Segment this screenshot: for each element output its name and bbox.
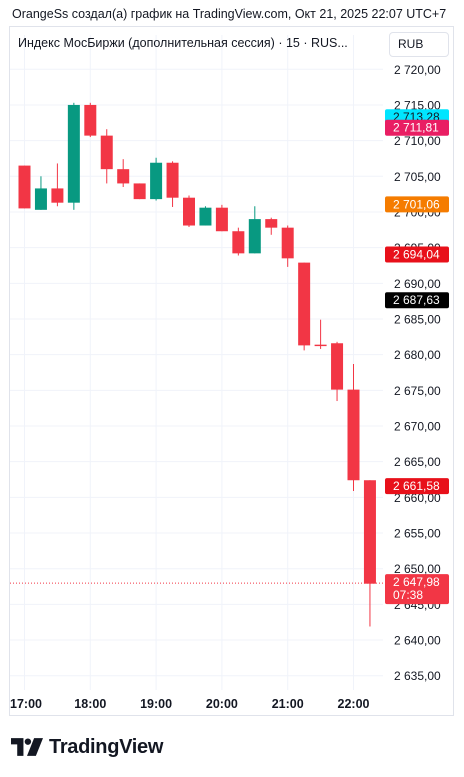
price-tick-label: 2 720,00 xyxy=(394,63,441,77)
price-label: 2 711,81 xyxy=(385,119,449,136)
candle-body xyxy=(51,188,64,203)
price-tick-label: 2 715,00 xyxy=(394,98,441,112)
price-tick-label: 2 640,00 xyxy=(394,634,441,648)
price-label: 2 701,06 xyxy=(385,196,449,213)
candle-body xyxy=(363,480,376,584)
price-tick-label: 2 685,00 xyxy=(394,312,441,326)
price-label: 2 694,04 xyxy=(385,246,449,263)
time-tick-label: 19:00 xyxy=(140,697,172,711)
price-label-text: 2 647,98 xyxy=(393,575,440,589)
time-tick-label: 22:00 xyxy=(338,697,370,711)
price-label: 2 661,58 xyxy=(385,478,449,495)
price-label-text: 2 711,81 xyxy=(393,121,439,135)
price-tick-label: 2 675,00 xyxy=(394,384,441,398)
symbol-legend[interactable]: Индекс МосБиржи (дополнительная сессия) … xyxy=(18,36,348,50)
price-label-box xyxy=(385,292,449,309)
price-label-text: 2 694,04 xyxy=(393,247,440,261)
price-tick-label: 2 650,00 xyxy=(394,562,441,576)
candle-body xyxy=(67,104,80,203)
price-tick-label: 2 665,00 xyxy=(394,455,441,469)
time-axis: 17:00 18:00 19:00 20:00 21:00 22:00 xyxy=(10,697,370,711)
price-tick-label: 2 705,00 xyxy=(394,170,441,184)
price-label-box xyxy=(385,119,449,136)
candle-body xyxy=(34,188,47,210)
brand-logo[interactable]: TradingView xyxy=(11,734,163,760)
price-label-text: 07:38 xyxy=(393,588,423,602)
candle-body xyxy=(18,165,31,209)
chart-header: OrangeSs создал(а) график на TradingView… xyxy=(12,7,447,21)
candle-body xyxy=(199,207,212,226)
price-tick-label: 2 680,00 xyxy=(394,348,441,362)
price-label-box xyxy=(385,246,449,263)
price-label-box xyxy=(385,478,449,495)
candle-body xyxy=(133,183,146,200)
price-label-text: 2 661,58 xyxy=(393,479,440,493)
candle-body xyxy=(215,207,228,232)
price-tick-label: 2 690,00 xyxy=(394,277,441,291)
price-tick-label: 2 655,00 xyxy=(394,527,441,541)
candle-body xyxy=(183,197,195,226)
time-tick-label: 18:00 xyxy=(74,697,106,711)
price-tick-label: 2 710,00 xyxy=(394,134,441,148)
candle-body xyxy=(281,227,294,259)
candle-body xyxy=(314,344,327,347)
candle-body xyxy=(331,343,344,390)
chart-panel xyxy=(9,26,454,716)
time-tick-label: 20:00 xyxy=(206,697,238,711)
time-tick-label: 17:00 xyxy=(10,697,42,711)
candle-body xyxy=(150,162,163,200)
candle-body xyxy=(347,389,360,481)
grid-lines xyxy=(10,35,383,690)
candle-body xyxy=(265,219,278,228)
candle-body xyxy=(100,135,113,170)
price-tick-label: 2 635,00 xyxy=(394,669,441,683)
price-label-text: 2 701,06 xyxy=(393,197,440,211)
candle-body xyxy=(166,162,179,198)
price-label-box xyxy=(385,196,449,213)
price-label-text: 2 687,63 xyxy=(393,293,440,307)
candle-body xyxy=(117,169,130,184)
price-labels: 2 713,282 711,812 701,062 694,042 687,63… xyxy=(10,109,449,605)
price-tick-label: 2 670,00 xyxy=(394,420,441,434)
time-tick-label: 21:00 xyxy=(272,697,304,711)
candle-body xyxy=(84,104,97,136)
currency-button[interactable]: RUB xyxy=(389,32,449,57)
brand-name: TradingView xyxy=(49,735,164,758)
price-label: 2 687,63 xyxy=(385,292,449,309)
candle-body xyxy=(298,262,311,346)
tradingview-logo-icon xyxy=(11,738,43,756)
candle-body xyxy=(248,219,261,254)
candles xyxy=(18,102,376,627)
price-label-box xyxy=(385,574,449,605)
price-tick-label: 2 660,00 xyxy=(394,491,441,505)
candle-body xyxy=(232,231,245,254)
